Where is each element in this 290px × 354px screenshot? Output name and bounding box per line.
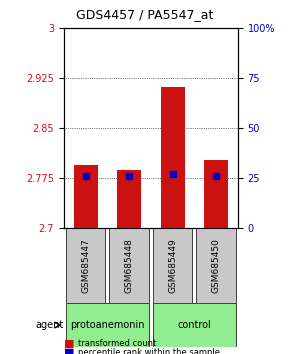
FancyBboxPatch shape bbox=[153, 303, 235, 347]
Bar bbox=[117, 170, 141, 228]
Text: GSM685447: GSM685447 bbox=[81, 238, 90, 293]
FancyBboxPatch shape bbox=[66, 303, 148, 347]
Text: percentile rank within the sample: percentile rank within the sample bbox=[78, 348, 220, 354]
Text: GSM685449: GSM685449 bbox=[168, 238, 177, 293]
Text: GDS4457 / PA5547_at: GDS4457 / PA5547_at bbox=[76, 8, 214, 21]
Bar bbox=[161, 87, 184, 228]
Text: transformed count: transformed count bbox=[78, 339, 157, 348]
Text: GSM685448: GSM685448 bbox=[124, 238, 134, 293]
FancyBboxPatch shape bbox=[153, 228, 192, 303]
FancyBboxPatch shape bbox=[110, 228, 148, 303]
FancyBboxPatch shape bbox=[66, 228, 105, 303]
Bar bbox=[204, 160, 228, 228]
Text: ■: ■ bbox=[64, 347, 74, 354]
Text: protoanemonin: protoanemonin bbox=[70, 320, 144, 330]
Text: control: control bbox=[177, 320, 211, 330]
Text: ■: ■ bbox=[64, 338, 74, 348]
Bar bbox=[74, 165, 97, 228]
FancyBboxPatch shape bbox=[197, 228, 235, 303]
Text: agent: agent bbox=[36, 320, 64, 330]
Text: GSM685450: GSM685450 bbox=[211, 238, 221, 293]
